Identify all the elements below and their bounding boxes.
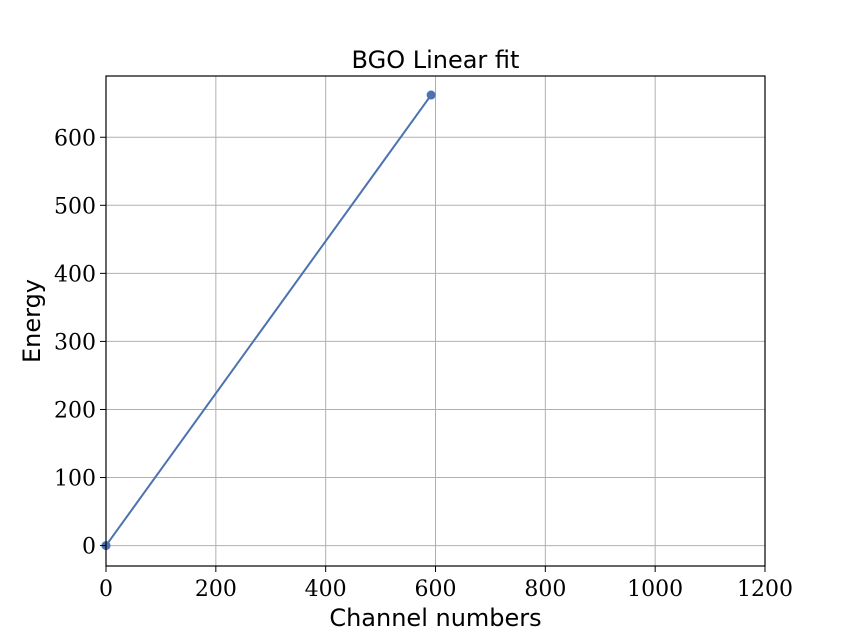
y-tick-label: 0 (82, 535, 96, 560)
x-axis-label: Channel numbers (329, 604, 541, 632)
data-point (426, 90, 436, 100)
x-tick-label: 1200 (737, 577, 793, 602)
x-tick-label: 200 (195, 577, 237, 602)
x-tick-label: 1000 (627, 577, 683, 602)
grid (105, 76, 766, 566)
x-tick-label: 600 (415, 577, 457, 602)
series-line (105, 94, 432, 547)
y-axis-label: Energy (18, 279, 46, 363)
x-tick-label: 400 (305, 577, 347, 602)
series-layer (101, 90, 436, 551)
x-axis-ticks: 0 200 400 600 800 1000 1200 (99, 566, 793, 602)
x-tick-label: 0 (99, 577, 113, 602)
y-tick-label: 100 (54, 467, 96, 492)
y-tick-label: 200 (54, 398, 96, 423)
x-tick-label: 800 (524, 577, 566, 602)
y-tick-label: 400 (54, 262, 96, 287)
y-tick-label: 500 (54, 194, 96, 219)
y-tick-label: 300 (54, 330, 96, 355)
y-axis-ticks: 0 100 200 300 400 500 600 (54, 126, 106, 560)
y-tick-label: 600 (54, 126, 96, 151)
chart-title: BGO Linear fit (352, 46, 520, 74)
